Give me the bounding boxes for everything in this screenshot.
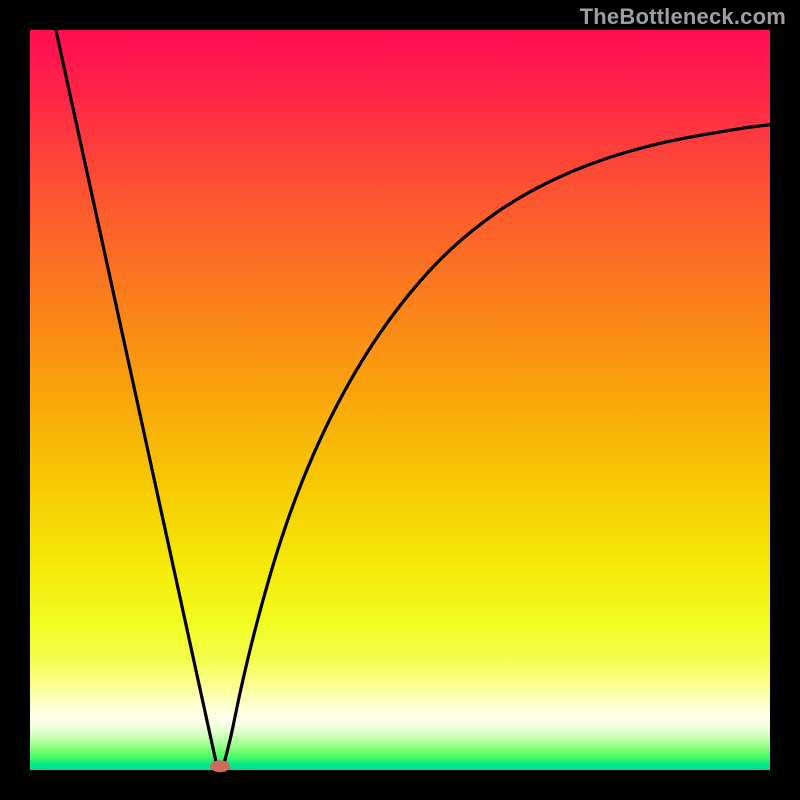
watermark-text: TheBottleneck.com <box>580 4 786 30</box>
bottleneck-chart <box>0 0 800 800</box>
minimum-marker <box>210 760 230 772</box>
plot-background <box>30 30 770 770</box>
chart-wrap: TheBottleneck.com <box>0 0 800 800</box>
